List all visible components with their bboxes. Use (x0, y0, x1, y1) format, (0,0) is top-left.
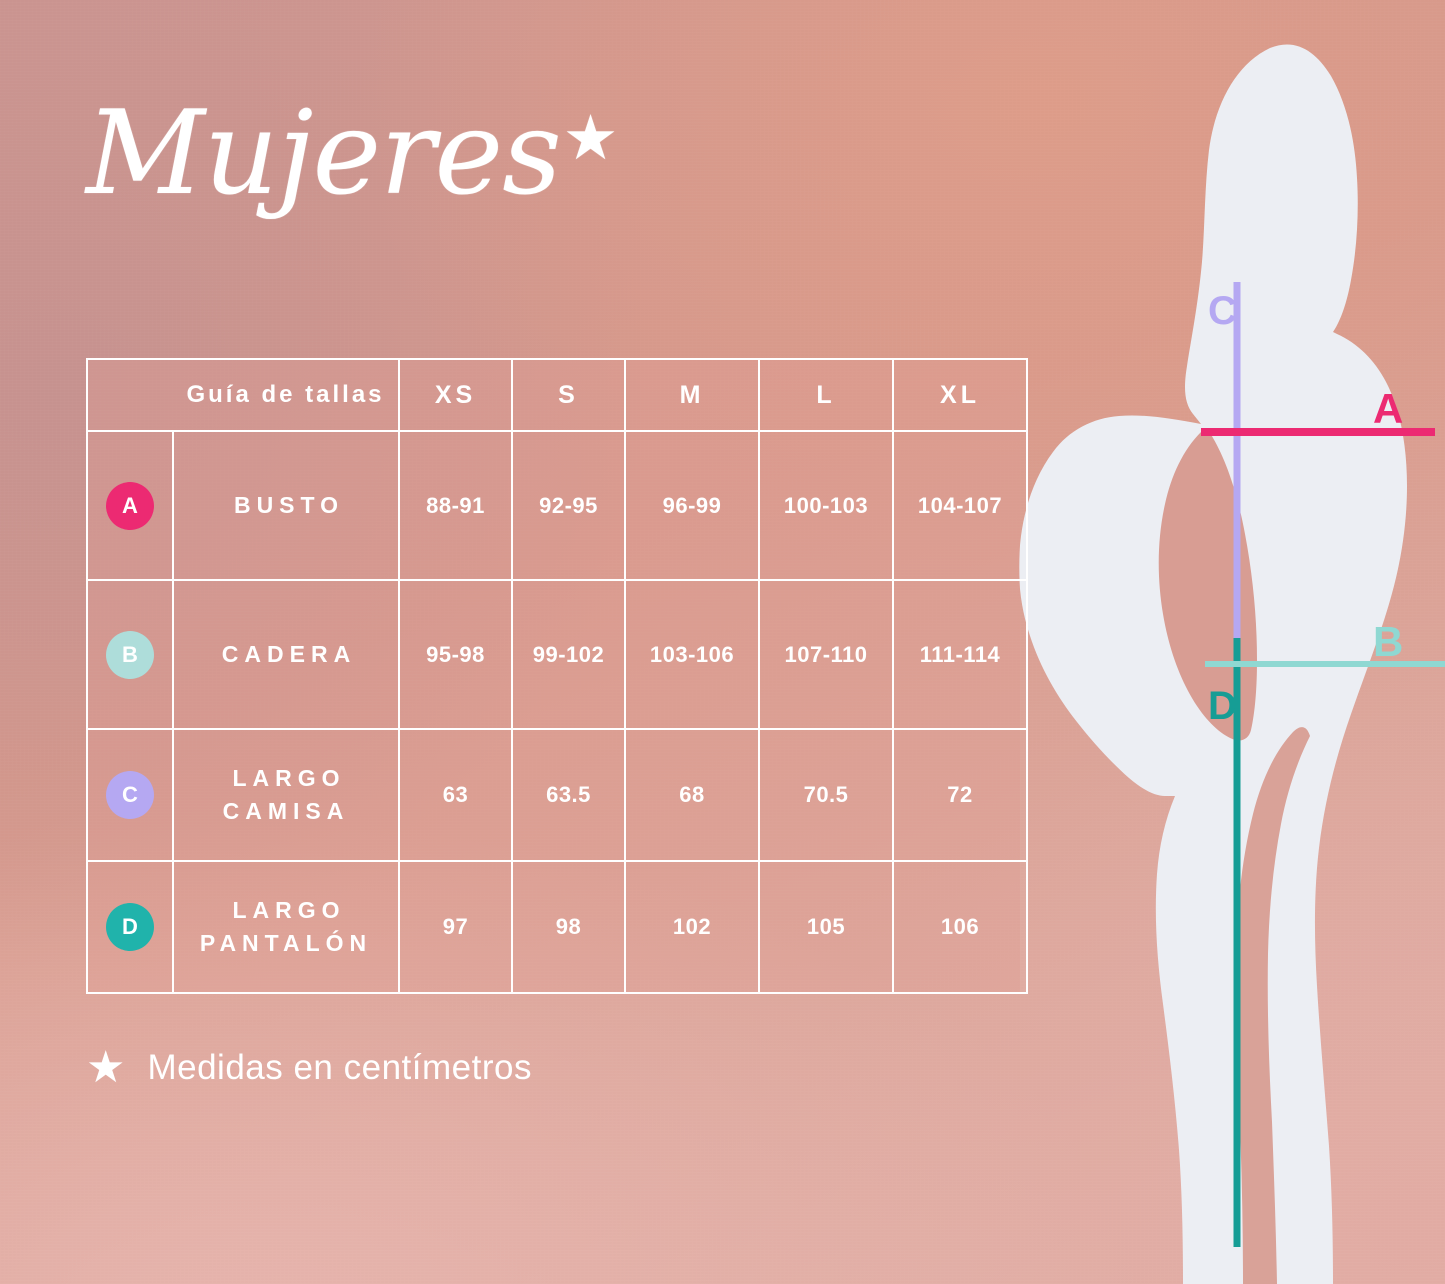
header-size-m: M (624, 358, 760, 432)
badge-a: A (106, 481, 154, 530)
row-badge-cell-a: A (86, 430, 174, 581)
table-row: A BUSTO 88-91 92-95 96-99 100-103 104-10… (86, 430, 1028, 581)
table-row: C LARGO CAMISA 63 63.5 68 70.5 72 (86, 728, 1028, 862)
size-table-panel: Guía de tallas XS S M L XL A BUSTO 88-91… (86, 358, 1028, 994)
title-star-icon: ★ (562, 101, 619, 174)
cell-busto-xs: 88-91 (398, 430, 513, 581)
size-table: Guía de tallas XS S M L XL A BUSTO 88-91… (86, 358, 1028, 994)
cell-largo-pantalon-s: 98 (511, 860, 626, 994)
row-label-largo-camisa: LARGO CAMISA (172, 728, 400, 862)
cell-busto-xl: 104-107 (892, 430, 1028, 581)
header-guide: Guía de tallas (173, 358, 400, 432)
size-table-head: Guía de tallas XS S M L XL (86, 358, 1028, 432)
table-row: D LARGO PANTALÓN 97 98 102 105 106 (86, 860, 1028, 994)
header-size-xl: XL (892, 358, 1028, 432)
header-size-xs: XS (398, 358, 513, 432)
badge-c: C (106, 771, 154, 819)
badge-d: D (106, 903, 154, 951)
cell-cadera-xl: 111-114 (892, 579, 1028, 730)
page-title-text: Mujeres (86, 86, 562, 221)
row-label-line-1: LARGO (232, 897, 346, 924)
cell-largo-camisa-m: 68 (624, 728, 760, 862)
header-badge-spacer (86, 358, 173, 432)
cell-largo-camisa-xs: 63 (398, 728, 513, 862)
cell-largo-camisa-xl: 72 (892, 728, 1028, 862)
cell-largo-camisa-s: 63.5 (511, 728, 626, 862)
badge-b: B (106, 630, 154, 679)
cell-busto-l: 100-103 (758, 430, 894, 581)
cell-cadera-m: 103-106 (624, 579, 760, 730)
cell-largo-camisa-l: 70.5 (758, 728, 894, 862)
header-size-s: S (511, 358, 626, 432)
row-badge-cell-b: B (86, 579, 174, 730)
row-label-line-2: PANTALÓN (199, 930, 373, 956)
footnote-star-icon: ★ (86, 1043, 126, 1092)
row-badge-cell-c: C (86, 728, 174, 862)
row-badge-cell-d: D (86, 860, 174, 994)
cell-cadera-l: 107-110 (758, 579, 894, 730)
size-table-body: A BUSTO 88-91 92-95 96-99 100-103 104-10… (86, 430, 1028, 994)
page-title: Mujeres★ (86, 96, 618, 212)
cell-cadera-xs: 95-98 (398, 579, 513, 730)
footnote-text: Medidas en centímetros (147, 1048, 532, 1087)
cell-busto-s: 92-95 (511, 430, 626, 581)
row-label-largo-pantalon: LARGO PANTALÓN (172, 860, 400, 994)
row-label-line-1: LARGO (232, 765, 346, 792)
table-header-row: Guía de tallas XS S M L XL (86, 358, 1028, 432)
row-label-line-2: CAMISA (222, 798, 350, 824)
row-label-cadera: CADERA (172, 579, 400, 730)
footnote: ★ Medidas en centímetros (86, 1046, 532, 1090)
cell-largo-pantalon-m: 102 (624, 860, 760, 994)
table-row: B CADERA 95-98 99-102 103-106 107-110 11… (86, 579, 1028, 730)
cell-largo-pantalon-xl: 106 (892, 860, 1028, 994)
row-label-busto: BUSTO (172, 430, 400, 581)
cell-largo-pantalon-l: 105 (758, 860, 894, 994)
header-size-l: L (758, 358, 894, 432)
cell-busto-m: 96-99 (624, 430, 760, 581)
cell-largo-pantalon-xs: 97 (398, 860, 513, 994)
cell-cadera-s: 99-102 (511, 579, 626, 730)
